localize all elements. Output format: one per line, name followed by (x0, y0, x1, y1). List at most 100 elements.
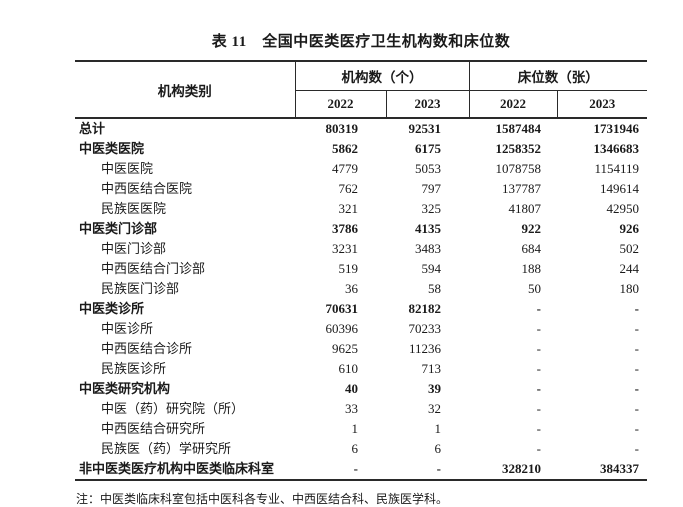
table-row: 中医诊所 60396 70233 - - (75, 319, 647, 339)
cell-value: - (353, 461, 358, 476)
cell-category: 中医诊所 (101, 321, 154, 336)
cell-value: - (634, 361, 639, 376)
cell-category: 中医类医院 (79, 141, 145, 156)
table-row: 中医类门诊部 3786 4135 922 926 (75, 219, 647, 239)
cell-value: 58 (428, 281, 441, 296)
table-row: 民族医门诊部 36 58 50 180 (75, 279, 647, 299)
cell-value: 3231 (332, 241, 358, 256)
table-row: 中医类研究机构 40 39 - - (75, 379, 647, 399)
header-year-inst-2022: 2022 (294, 90, 386, 118)
table-row: 中医类医院 5862 6175 1258352 1346683 (75, 139, 647, 159)
cell-value: - (536, 361, 541, 376)
cell-value: 1078758 (495, 161, 542, 176)
cell-value: 50 (528, 281, 541, 296)
table-row: 中医类诊所 70631 82182 - - (75, 299, 647, 319)
cell-value: 244 (619, 261, 640, 276)
cell-value: - (536, 301, 541, 316)
cell-category: 中医门诊部 (101, 241, 167, 256)
table-header: 机构类别 机构数（个） 床位数（张） 2022 2023 2022 2023 (75, 61, 647, 118)
cell-value: 11236 (408, 341, 441, 356)
table-row: 中西医结合门诊部 519 594 188 244 (75, 259, 647, 279)
header-category: 机构类别 (75, 61, 296, 118)
cell-value: - (536, 381, 541, 396)
cell-value: 41807 (508, 201, 542, 216)
cell-value: 321 (338, 201, 359, 216)
cell-value: - (634, 421, 639, 436)
cell-value: 1 (434, 421, 442, 436)
cell-value: 32 (428, 401, 441, 416)
cell-value: - (536, 421, 541, 436)
table-body: 总计 80319 92531 1587484 1731946 中医类医院 5862 6175 1… (75, 118, 647, 480)
cell-value: - (634, 301, 639, 316)
cell-value: 3786 (332, 221, 358, 236)
cell-value: - (634, 341, 639, 356)
header-year-row: 2022 2023 2022 2023 (75, 90, 647, 118)
cell-category: 中医类研究机构 (79, 381, 171, 396)
header-year-beds-2023: 2023 (556, 90, 647, 118)
header-year-beds-2022: 2022 (468, 90, 557, 118)
cell-category: 民族医门诊部 (101, 281, 180, 296)
cell-value: 39 (428, 381, 441, 396)
header-group-row: 机构类别 机构数（个） 床位数（张） (75, 61, 647, 118)
cell-category: 中医类门诊部 (79, 221, 158, 236)
cell-value: 1731946 (593, 121, 640, 136)
cell-value: 384337 (600, 461, 639, 476)
cell-value: 610 (338, 361, 359, 376)
cell-value: 6175 (415, 141, 441, 156)
table-title: 表 11 全国中医类医疗卫生机构数和床位数 (211, 34, 511, 50)
cell-value: - (536, 341, 541, 356)
cell-category: 民族医诊所 (101, 361, 167, 376)
cell-value: - (536, 441, 541, 456)
header-year-inst-2023: 2023 (385, 90, 469, 118)
table-row: 民族医诊所 610 713 - - (75, 359, 647, 379)
cell-value: - (536, 401, 541, 416)
cell-category: 中医（药）研究院（所） (101, 401, 245, 416)
cell-value: - (634, 321, 639, 336)
cell-value: - (634, 381, 639, 396)
cell-value: 36 (345, 281, 358, 296)
table-row: 民族医（药）学研究所 6 6 - - (75, 439, 647, 459)
cell-value: 762 (338, 181, 359, 196)
cell-value: 137787 (502, 181, 541, 196)
cell-value: 1346683 (593, 141, 640, 156)
table-row: 中医门诊部 3231 3483 684 502 (75, 239, 647, 259)
cell-value: 926 (619, 221, 640, 236)
cell-category: 民族医（药）学研究所 (101, 441, 232, 456)
cell-value: 80319 (325, 121, 359, 136)
cell-value: 70233 (408, 321, 442, 336)
cell-category: 非中医类医疗机构中医类临床科室 (79, 461, 275, 476)
cell-value: 33 (345, 401, 358, 416)
cell-value: - (436, 461, 441, 476)
cell-value: 5862 (332, 141, 358, 156)
table-row: 总计 80319 92531 1587484 1731946 (75, 118, 647, 139)
cell-category: 中西医结合研究所 (101, 421, 206, 436)
cell-value: 180 (619, 281, 640, 296)
cell-value: 60396 (325, 321, 359, 336)
cell-value: 149614 (600, 181, 639, 196)
cell-value: 82182 (408, 301, 442, 316)
cell-value: 40 (345, 381, 358, 396)
cell-value: 1258352 (495, 141, 542, 156)
table-row: 非中医类医疗机构中医类临床科室 - - 328210 384337 (75, 459, 647, 480)
cell-category: 民族医医院 (101, 201, 167, 216)
document: 表 11 全国中医类医疗卫生机构数和床位数 机构类别 机构数（个） 床位数（张）… (75, 30, 647, 507)
cell-value: 3483 (415, 241, 441, 256)
table-note: 注：中医类临床科室包括中医科各专业、中西医结合科、民族医学科。 (76, 492, 449, 506)
table-row: 中西医结合诊所 9625 11236 - - (75, 339, 647, 359)
cell-value: 713 (421, 361, 442, 376)
cell-category: 中西医结合医院 (101, 181, 193, 196)
cell-value: 1 (351, 421, 359, 436)
cell-value: 42950 (606, 201, 640, 216)
data-table: 机构类别 机构数（个） 床位数（张） 2022 2023 2022 2023 总… (75, 60, 647, 481)
cell-category: 中西医结合诊所 (101, 341, 193, 356)
table-row: 民族医医院 321 325 41807 42950 (75, 199, 647, 219)
table-row: 中医（药）研究院（所） 33 32 - - (75, 399, 647, 419)
table-row: 中西医结合研究所 1 1 - - (75, 419, 647, 439)
cell-value: 9625 (332, 341, 358, 356)
table-row: 中医医院 4779 5053 1078758 1154119 (75, 159, 647, 179)
header-group-institutions: 机构数（个） (295, 61, 469, 91)
cell-value: - (634, 441, 639, 456)
cell-value: 6 (351, 441, 359, 456)
cell-value: 797 (421, 181, 442, 196)
